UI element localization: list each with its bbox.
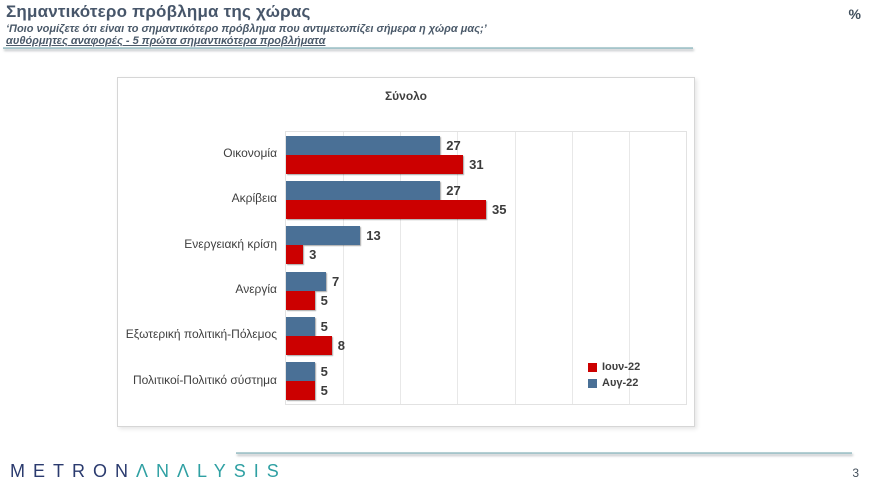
bar-value-label: 27 <box>446 183 461 198</box>
category-label: Ακρίβεια <box>231 191 277 206</box>
bar-value-label: 5 <box>320 364 328 380</box>
gridline <box>571 132 573 404</box>
bar-value-label: 27 <box>446 137 461 153</box>
legend-label: Ιουν-22 <box>602 361 641 373</box>
bar-Ιουν-22 <box>286 154 464 174</box>
gridline <box>457 132 459 404</box>
bar-value-label: 5 <box>320 383 328 399</box>
bar-Ιουν-22 <box>286 245 304 265</box>
bar-value-label: 35 <box>492 202 507 217</box>
legend-item: Αυγ-22 <box>588 377 640 389</box>
bar-Αυγ-22 <box>286 317 315 336</box>
logo-part-analysis: ΛNΛLYSIS <box>136 461 287 481</box>
category-label: Ενεργειακή κρίση <box>184 236 277 251</box>
category-label: Ανεργία <box>235 282 277 296</box>
gridline <box>628 132 630 404</box>
bar-value-label: 7 <box>332 273 340 289</box>
bar-value-label: 5 <box>320 319 328 334</box>
chart-panel-title: Σύνολο <box>384 89 428 103</box>
unit-label: % <box>848 6 861 22</box>
legend-item: Ιουν-22 <box>588 361 640 373</box>
bar-value-label: 13 <box>366 228 381 244</box>
bar-Αυγ-22 <box>286 181 441 200</box>
bar-value-label: 3 <box>309 247 317 263</box>
question-subtitle: ‘Ποιο νομίζετε ότι είναι το σημαντικότερ… <box>6 23 487 35</box>
bar-Ιουν-22 <box>286 381 315 401</box>
page-number: 3 <box>852 466 859 480</box>
bar-value-label: 5 <box>320 292 328 308</box>
gridline <box>400 132 402 404</box>
bar-Αυγ-22 <box>286 271 326 291</box>
legend-swatch-blue <box>588 378 597 388</box>
category-label: Πολιτικοί-Πολιτικό σύστημα <box>132 372 277 387</box>
bar-Ιουν-22 <box>286 200 486 219</box>
gridline <box>343 132 345 404</box>
legend-swatch-red <box>588 362 597 372</box>
methodology-note: αυθόρμητες αναφορές - 5 πρώτα σημαντικότ… <box>6 35 326 47</box>
header-divider <box>3 47 693 49</box>
bar-value-label: 8 <box>337 338 345 353</box>
chart-panel: Σύνολο 27 31 27 35 13 3 7 5 5 8 5 5 Ιουν-22 Αυγ-22 … <box>117 77 695 427</box>
metron-analysis-logo: METRONΛNΛLYSIS <box>10 461 287 482</box>
bar-Αυγ-22 <box>286 135 441 155</box>
legend-label: Αυγ-22 <box>602 377 639 389</box>
gridline <box>514 132 516 404</box>
category-label: Εξωτερική πολιτική-Πόλεμος <box>125 327 277 342</box>
bar-value-label: 31 <box>469 156 484 172</box>
footer-divider <box>236 452 852 454</box>
bar-Ιουν-22 <box>286 290 315 310</box>
bar-Αυγ-22 <box>286 362 315 382</box>
bar-Ιουν-22 <box>286 336 332 355</box>
bar-Αυγ-22 <box>286 226 361 246</box>
category-label: Οικονομία <box>223 146 277 160</box>
logo-part-metron: METRON <box>10 461 136 481</box>
chart-legend: Ιουν-22 Αυγ-22 <box>588 361 640 393</box>
page-title: Σημαντικότερο πρόβλημα της χώρας <box>6 2 311 21</box>
plot-area: 27 31 27 35 13 3 7 5 5 8 5 5 <box>285 131 687 405</box>
